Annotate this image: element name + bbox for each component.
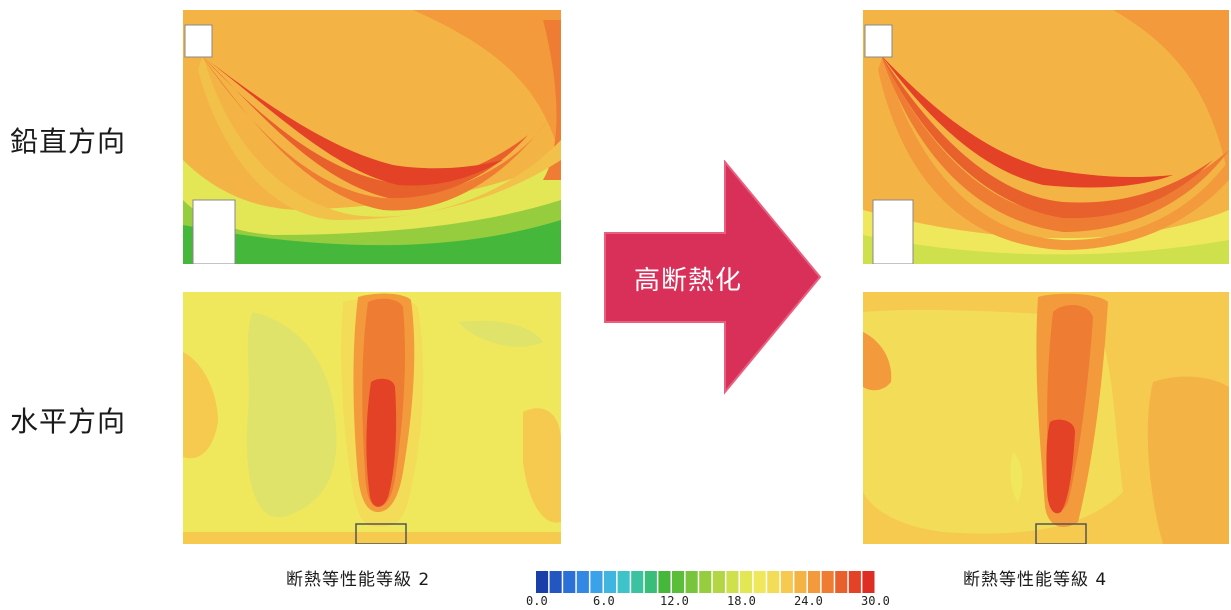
vertical-section-map-grade4: [863, 10, 1229, 264]
scale-segment: [590, 571, 603, 593]
scale-tick: 0.0: [526, 594, 548, 608]
scale-segment: [767, 571, 780, 593]
scale-segment: [848, 571, 861, 593]
scale-tick: 18.0: [727, 594, 756, 608]
scale-segment: [617, 571, 630, 593]
row-label-horizontal: 水平方向: [10, 405, 127, 438]
horizontal-section-map-grade2: [183, 292, 561, 544]
scale-segment: [862, 571, 875, 593]
scale-segment: [740, 571, 753, 593]
scale-segment: [726, 571, 739, 593]
scale-segment: [821, 571, 834, 593]
scale-segment: [780, 571, 793, 593]
scale-segment: [794, 571, 807, 593]
scale-segment: [549, 571, 562, 593]
scale-segment: [576, 571, 589, 593]
scale-segment: [631, 571, 644, 593]
scale-segment: [753, 571, 766, 593]
scale-segment: [835, 571, 848, 593]
scale-segment: [658, 571, 671, 593]
caption-grade2: 断熱等性能等級 2: [286, 570, 431, 590]
row-label-vertical: 鉛直方向: [10, 125, 127, 158]
scale-tick: 24.0: [794, 594, 823, 608]
scale-segment: [672, 571, 685, 593]
scale-segment: [563, 571, 576, 593]
arrow-shape: [604, 160, 822, 395]
arrow-right-icon: [604, 160, 822, 395]
scale-segment: [536, 571, 549, 593]
scale-segment: [644, 571, 657, 593]
caption-grade4: 断熱等性能等級 4: [963, 570, 1108, 590]
scale-tick: 6.0: [593, 594, 615, 608]
color-scale-bar: [536, 571, 875, 593]
vertical-section-map-grade2: [183, 10, 561, 264]
scale-segment: [712, 571, 725, 593]
scale-segment: [685, 571, 698, 593]
horizontal-section-map-grade4: [863, 292, 1229, 544]
scale-tick: 12.0: [660, 594, 689, 608]
arrow-label: 高断熱化: [633, 266, 742, 296]
scale-segment: [604, 571, 617, 593]
scale-tick: 30.0: [861, 594, 890, 608]
scale-segment: [808, 571, 821, 593]
scale-segment: [699, 571, 712, 593]
